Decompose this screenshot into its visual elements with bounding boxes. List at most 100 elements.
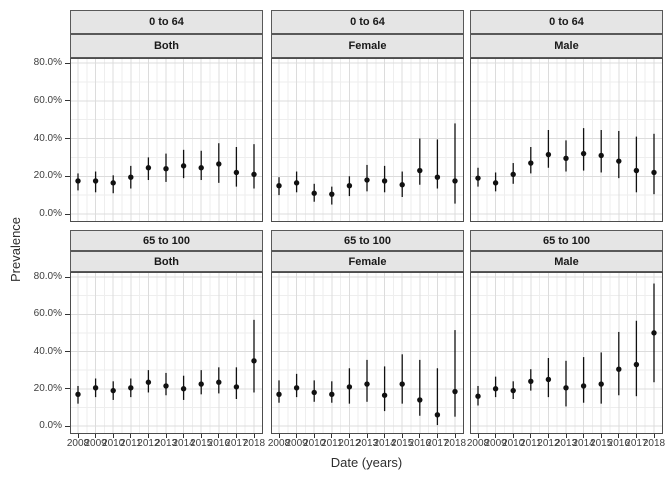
data-point [216,379,222,385]
y-tick-mark [64,138,70,139]
facet-strip-sex: Female [271,34,464,58]
y-tick-label: 60.0% [33,308,62,320]
y-tick-mark [64,213,70,215]
x-tick-label: 2009 [484,438,507,449]
facet-strip-age: 0 to 64 [470,10,663,34]
x-tick-label: 2013 [355,438,379,449]
y-tick-label: 0.0% [39,208,62,219]
data-point [251,171,257,178]
x-tick-mark [565,434,567,438]
data-point [563,385,569,391]
facet-strip-age: 0 to 64 [70,10,263,34]
x-tick-label: 2009 [285,438,308,449]
data-point [163,166,169,172]
x-tick-label: 2013 [154,438,178,449]
panel-canvas [71,59,262,221]
data-point [633,361,640,368]
data-point [92,178,99,184]
data-point [475,175,481,181]
data-point [563,155,569,162]
y-tick-mark [64,313,70,315]
data-point [545,151,552,158]
y-tick-label: 20.0% [33,382,62,394]
data-point [364,381,370,387]
data-point [346,384,353,390]
data-point [198,165,204,171]
data-point [580,383,587,389]
data-point [616,366,622,372]
data-point [381,178,388,184]
x-tick-label: 2011 [120,438,142,449]
data-point [276,182,282,189]
x-tick-mark [296,434,298,438]
facet-strip-age: 65 to 100 [470,230,663,251]
x-tick-mark [112,434,114,438]
x-tick-mark [547,434,549,438]
x-tick-label: 2013 [554,438,578,449]
data-point [598,152,604,159]
x-tick-label: 2010 [102,438,125,449]
data-point [311,190,317,196]
data-point [510,387,516,394]
data-point [128,385,134,391]
x-tick-label: 2017 [225,438,248,449]
x-tick-label: 2012 [137,438,160,449]
facet-panel [70,272,263,434]
x-tick-mark [512,434,514,438]
facet-panel [470,272,663,434]
x-tick-label: 2016 [607,438,630,449]
y-tick-mark [64,100,70,102]
y-tick-label: 20.0% [33,170,62,182]
data-point [434,412,441,418]
y-tick-label: 80.0% [33,271,62,282]
panel-canvas [272,273,463,433]
x-tick-label: 2018 [443,438,467,449]
data-point [545,376,552,383]
x-tick-mark [635,434,637,438]
data-point [346,182,353,189]
x-tick-mark [218,434,220,438]
data-point [128,174,134,180]
data-point [276,391,282,398]
x-tick-label: 2014 [572,438,595,449]
data-point [475,393,481,399]
data-point [598,381,604,387]
x-tick-mark [77,434,79,438]
data-point [92,385,99,391]
data-point [251,358,257,364]
x-tick-label: 2010 [502,438,525,449]
data-point [381,392,388,398]
x-tick-mark [278,434,280,438]
x-tick-label: 2010 [303,438,326,449]
x-tick-label: 2008 [267,438,291,449]
x-tick-mark [384,434,386,438]
x-tick-mark [618,434,620,438]
data-point [417,167,423,174]
x-tick-label: 2012 [537,438,560,449]
data-point [293,180,300,186]
data-point [163,383,169,389]
data-point [452,388,458,395]
data-point [434,174,441,180]
data-point [75,391,81,398]
x-tick-mark [183,434,185,438]
x-tick-label: 2009 [84,438,107,449]
x-tick-label: 2014 [373,438,396,449]
facet-panel [271,272,464,434]
panel-canvas [471,273,662,433]
data-point [651,330,657,336]
data-point [651,169,657,176]
data-point [492,386,499,392]
x-tick-mark [331,434,333,438]
y-tick-label: 80.0% [33,57,62,68]
facet-strip-age: 65 to 100 [271,230,464,251]
facet-strip-sex: Both [70,34,263,58]
x-tick-label: 2008 [466,438,490,449]
x-axis-title: Date (years) [330,455,403,470]
data-point [399,381,405,387]
x-tick-mark [348,434,350,438]
data-point [145,165,152,171]
data-point [528,160,534,166]
x-tick-label: 2015 [391,438,414,449]
